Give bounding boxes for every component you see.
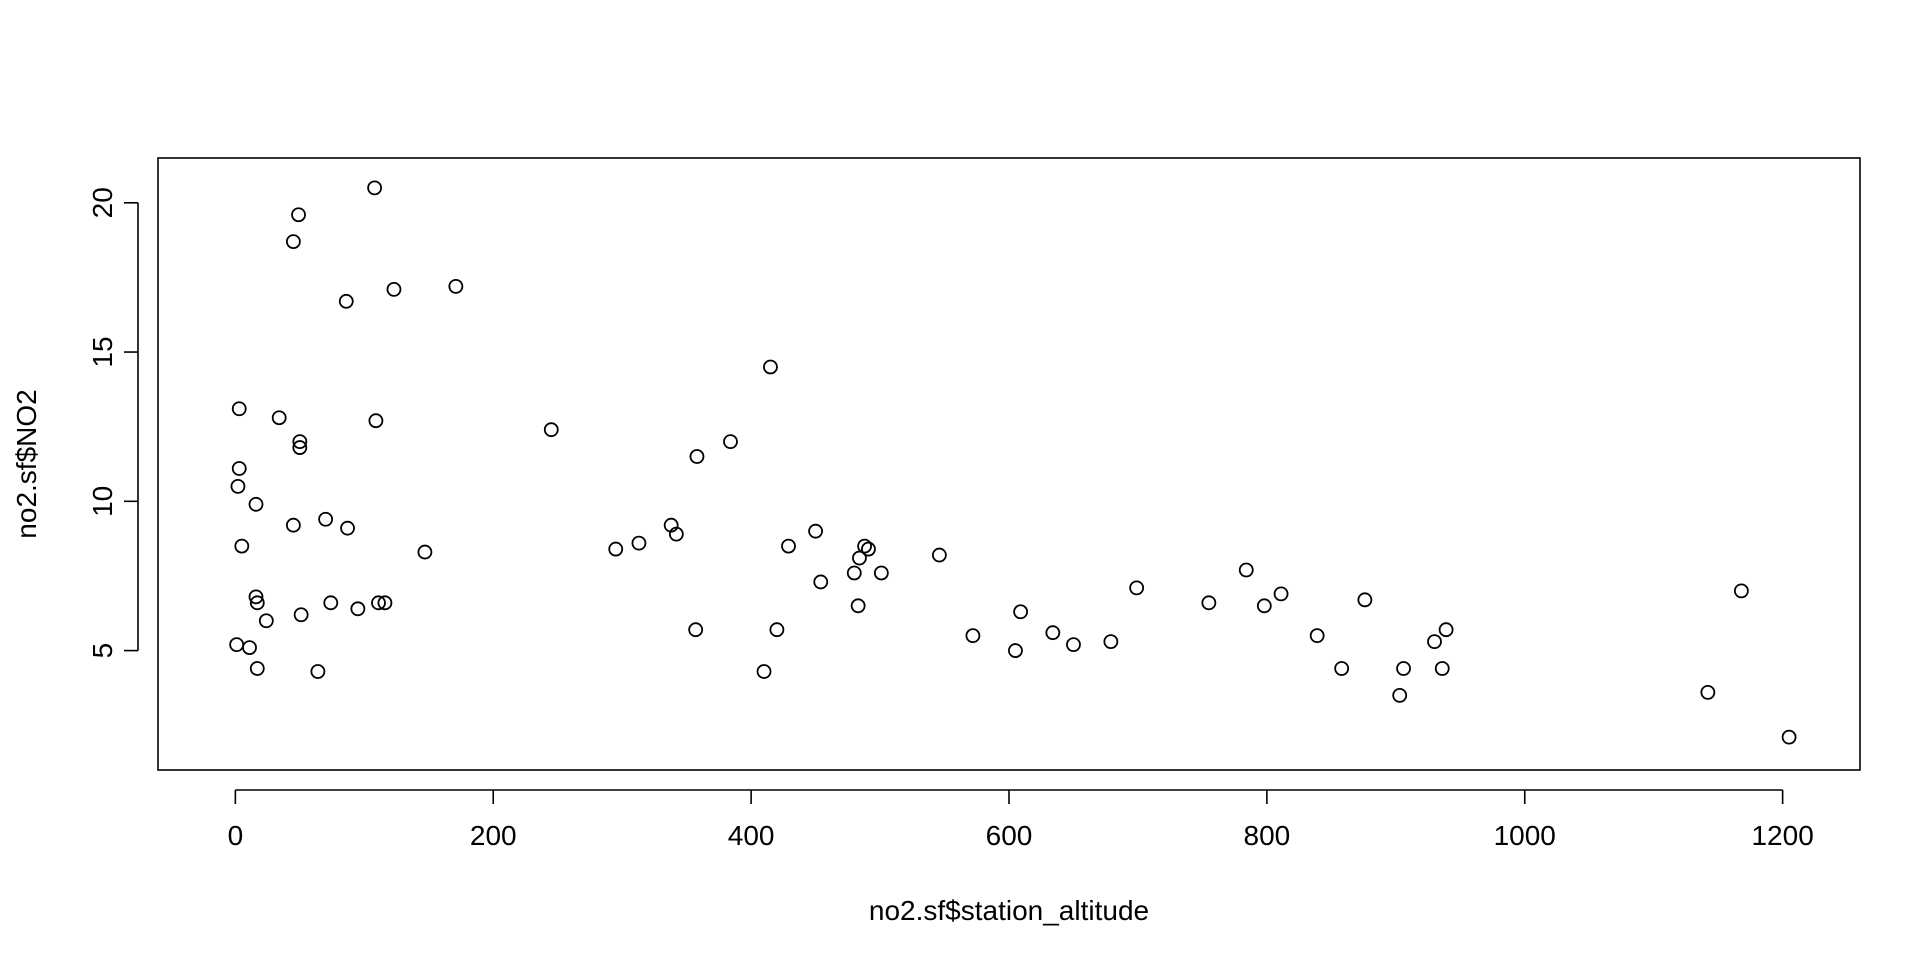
data-point bbox=[285, 234, 301, 249]
data-point bbox=[813, 574, 829, 590]
data-point bbox=[857, 538, 872, 554]
data-point bbox=[1438, 622, 1454, 638]
data-point bbox=[1045, 625, 1061, 641]
data-point bbox=[234, 538, 250, 554]
data-point bbox=[931, 547, 947, 563]
y-axis-label: no2.sf$NO2 bbox=[11, 389, 42, 538]
data-point bbox=[965, 628, 981, 644]
data-point bbox=[231, 401, 247, 417]
data-point bbox=[249, 661, 265, 676]
data-point bbox=[350, 601, 366, 617]
data-point bbox=[1334, 661, 1350, 676]
x-tick-label: 1200 bbox=[1751, 820, 1813, 851]
data-point bbox=[608, 541, 624, 557]
data-point bbox=[781, 538, 796, 554]
data-point bbox=[417, 544, 433, 560]
y-tick-label: 10 bbox=[87, 486, 118, 517]
data-point bbox=[1357, 592, 1373, 608]
data-point bbox=[1392, 687, 1408, 703]
data-point bbox=[1008, 643, 1023, 658]
plot-frame bbox=[157, 157, 1861, 771]
x-tick-label: 200 bbox=[470, 820, 517, 851]
data-point bbox=[861, 541, 876, 557]
y-tick-label: 5 bbox=[87, 643, 118, 659]
data-point bbox=[689, 449, 705, 464]
data-point bbox=[723, 434, 738, 450]
data-point bbox=[338, 293, 354, 309]
data-point bbox=[763, 359, 778, 375]
data-points bbox=[229, 180, 1797, 745]
data-point bbox=[1434, 661, 1450, 676]
data-point bbox=[323, 595, 339, 611]
data-point bbox=[1129, 580, 1145, 596]
data-point bbox=[367, 180, 383, 196]
data-point bbox=[850, 598, 866, 614]
data-point bbox=[1396, 661, 1411, 676]
data-point bbox=[631, 535, 647, 551]
data-point bbox=[1309, 628, 1325, 644]
data-point bbox=[1781, 729, 1797, 745]
data-point bbox=[688, 622, 704, 638]
data-point bbox=[231, 461, 247, 476]
data-point bbox=[1733, 583, 1749, 599]
x-axis: 0 200 400 600 800 1000 1200 bbox=[228, 789, 1814, 851]
data-point bbox=[846, 565, 862, 581]
data-point bbox=[1066, 637, 1081, 653]
data-point bbox=[756, 664, 772, 679]
data-point bbox=[371, 595, 386, 611]
data-point bbox=[1427, 634, 1442, 650]
y-tick-label: 20 bbox=[87, 187, 118, 218]
data-point bbox=[242, 640, 257, 655]
data-point bbox=[1700, 684, 1716, 700]
data-point bbox=[668, 526, 684, 542]
data-point bbox=[377, 595, 393, 611]
data-point bbox=[318, 511, 334, 527]
data-point bbox=[873, 565, 889, 581]
x-tick-label: 1000 bbox=[1494, 820, 1556, 851]
data-point bbox=[1013, 604, 1029, 620]
x-axis-label: no2.sf$station_altitude bbox=[869, 895, 1149, 926]
data-point bbox=[386, 281, 402, 297]
data-point bbox=[1201, 595, 1217, 611]
data-point bbox=[291, 207, 306, 223]
data-point bbox=[852, 550, 867, 566]
data-point bbox=[292, 434, 308, 450]
x-tick-label: 0 bbox=[228, 820, 244, 851]
data-point bbox=[310, 664, 326, 679]
x-tick-label: 800 bbox=[1244, 820, 1291, 851]
data-point bbox=[340, 520, 355, 536]
y-tick-label: 15 bbox=[87, 336, 118, 367]
data-point bbox=[292, 440, 308, 455]
x-tick-label: 400 bbox=[728, 820, 775, 851]
data-point bbox=[769, 622, 785, 638]
data-point bbox=[248, 496, 264, 512]
data-point bbox=[248, 589, 264, 605]
data-point bbox=[1273, 586, 1289, 602]
data-point bbox=[293, 607, 309, 623]
data-point bbox=[368, 413, 384, 429]
data-point bbox=[230, 478, 246, 494]
data-point bbox=[249, 595, 265, 611]
data-point bbox=[448, 278, 464, 294]
data-point bbox=[229, 637, 245, 653]
x-tick-label: 600 bbox=[986, 820, 1033, 851]
data-point bbox=[1256, 598, 1272, 614]
data-point bbox=[808, 523, 823, 539]
data-point bbox=[258, 613, 274, 629]
y-axis: 5 10 15 20 bbox=[87, 187, 139, 659]
data-point bbox=[1238, 562, 1254, 578]
data-point bbox=[1103, 634, 1119, 650]
data-point bbox=[285, 517, 301, 533]
data-point bbox=[543, 422, 559, 438]
data-point bbox=[271, 410, 287, 426]
